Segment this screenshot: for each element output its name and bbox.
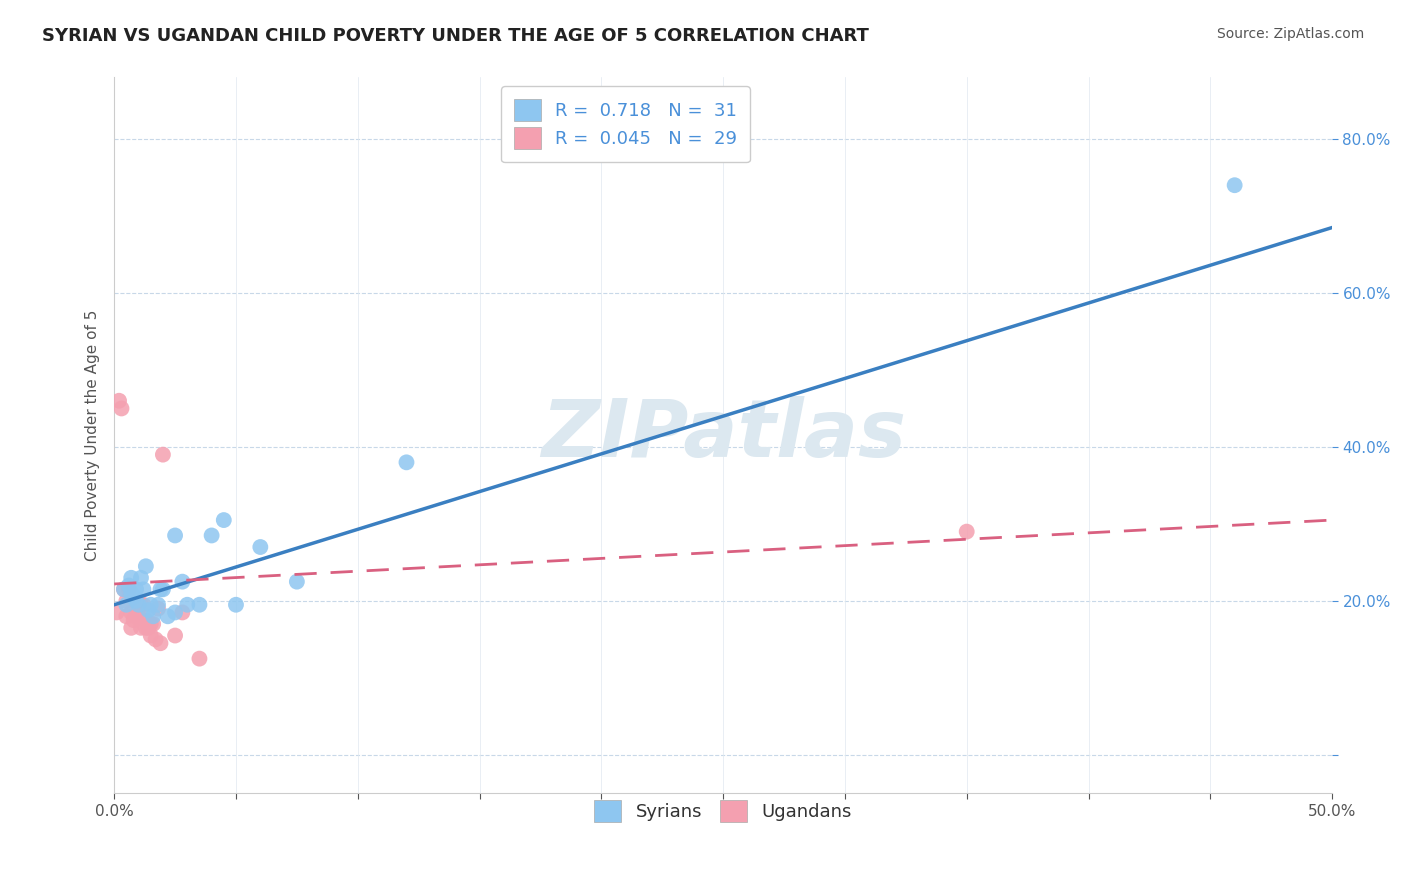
Point (139, 598, 162, 612)
Point (132, 598, 155, 612)
Point (172, 606, 194, 620)
Point (149, 636, 172, 650)
Point (128, 598, 150, 612)
Point (165, 606, 187, 620)
Text: ZIPatlas: ZIPatlas (541, 396, 905, 475)
Point (285, 574, 308, 589)
Y-axis label: Child Poverty Under the Age of 5: Child Poverty Under the Age of 5 (86, 310, 100, 561)
Point (165, 628, 187, 642)
Point (201, 528, 224, 542)
Point (120, 621, 142, 635)
Point (225, 598, 247, 612)
Legend: Syrians, Ugandans: Syrians, Ugandans (582, 787, 865, 834)
Point (142, 617, 165, 632)
Point (146, 601, 169, 615)
Point (165, 528, 187, 542)
Point (249, 540, 271, 554)
Point (135, 559, 157, 574)
Point (125, 582, 148, 597)
Point (956, 524, 979, 539)
Point (139, 617, 162, 632)
Point (125, 609, 148, 624)
Point (156, 609, 179, 624)
Point (115, 594, 138, 608)
Point (212, 513, 235, 527)
Point (136, 621, 159, 635)
Point (129, 571, 152, 585)
Point (172, 574, 194, 589)
Point (120, 586, 142, 600)
Point (112, 582, 135, 597)
Point (118, 582, 141, 597)
Point (152, 448, 174, 462)
Point (115, 609, 138, 624)
Point (129, 598, 152, 612)
Point (152, 582, 174, 597)
Point (395, 455, 418, 469)
Point (188, 598, 211, 612)
Text: SYRIAN VS UGANDAN CHILD POVERTY UNDER THE AGE OF 5 CORRELATION CHART: SYRIAN VS UGANDAN CHILD POVERTY UNDER TH… (42, 27, 869, 45)
Point (125, 594, 148, 608)
Point (136, 603, 159, 617)
Point (112, 582, 135, 597)
Point (122, 590, 145, 604)
Point (120, 571, 142, 585)
Point (145, 632, 167, 647)
Point (108, 393, 131, 408)
Point (120, 606, 142, 620)
Point (135, 613, 157, 627)
Point (139, 628, 162, 642)
Point (135, 621, 157, 635)
Point (188, 651, 211, 665)
Point (149, 582, 172, 597)
Point (146, 598, 169, 612)
Point (176, 598, 198, 612)
Point (1223, 178, 1246, 193)
Point (142, 609, 165, 624)
Point (105, 606, 128, 620)
Point (122, 613, 145, 627)
Text: Source: ZipAtlas.com: Source: ZipAtlas.com (1216, 27, 1364, 41)
Point (129, 621, 152, 635)
Point (132, 582, 155, 597)
Point (118, 578, 141, 592)
Point (128, 609, 150, 624)
Point (110, 401, 132, 416)
Point (115, 598, 138, 612)
